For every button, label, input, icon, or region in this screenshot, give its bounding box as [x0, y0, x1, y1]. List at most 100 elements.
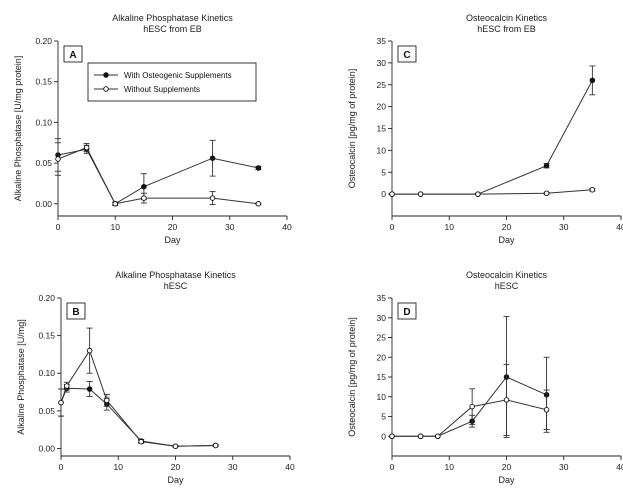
data-point: [63, 383, 70, 389]
panel-label: D: [403, 307, 410, 318]
x-tick-label: 0: [390, 222, 395, 232]
chart-title: Alkaline Phosphatase Kinetics: [115, 270, 236, 280]
y-tick-label: 0.00: [38, 443, 55, 453]
y-tick-label: 10: [377, 392, 387, 402]
legend-marker: [103, 86, 109, 92]
data-point: [104, 397, 110, 404]
series-line: [392, 399, 547, 437]
y-tick-label: 0: [381, 189, 386, 199]
data-point: [86, 347, 93, 354]
y-tick-label: 35: [377, 36, 387, 46]
data-point: [503, 397, 510, 403]
x-tick-label: 20: [168, 222, 178, 232]
data-point: [209, 195, 216, 201]
data-point: [389, 433, 395, 440]
panel-label-box: [397, 45, 417, 63]
x-axis-label: Day: [167, 475, 184, 485]
y-tick-label: 30: [377, 313, 387, 323]
data-point: [209, 155, 216, 161]
x-tick-label: 0: [56, 222, 61, 232]
data-point: [543, 162, 550, 169]
data-point: [589, 186, 596, 193]
data-point: [212, 442, 219, 449]
x-tick-label: 30: [225, 222, 235, 232]
data-point: [417, 433, 424, 440]
x-tick-label: 30: [559, 222, 569, 232]
x-tick-label: 30: [228, 462, 238, 472]
y-tick-label: 15: [377, 124, 387, 134]
y-axis-label: Alkaline Phosphatase [U/mg protein]: [13, 56, 23, 202]
y-tick-label: 5: [381, 412, 386, 422]
y-tick-label: 25: [377, 333, 387, 343]
series-with-supplements: [389, 316, 550, 440]
legend-box: [87, 62, 257, 102]
data-point: [543, 407, 550, 413]
x-axis-label: Day: [498, 235, 515, 245]
y-axis-label: Osteocalcin [pg/mg of protein]: [347, 317, 357, 437]
y-tick-label: 20: [377, 102, 387, 112]
y-tick-label: 0.20: [38, 293, 55, 303]
panel-label-box: [63, 45, 83, 63]
data-point: [435, 433, 441, 440]
series-line: [57, 148, 259, 205]
y-tick-label: 35: [377, 293, 387, 303]
y-tick-label: 20: [377, 352, 387, 362]
chart-title: Alkaline Phosphatase Kinetics: [112, 13, 233, 23]
series-without-supplements: [55, 142, 262, 207]
y-tick-label: 30: [377, 58, 387, 68]
legend: With Osteogenic Supplements Without Suppl…: [87, 62, 257, 102]
x-tick-label: 40: [282, 222, 292, 232]
chart-subtitle: hESC: [495, 281, 519, 291]
y-axis-label: Alkaline Phosphatase [U/mg]: [16, 319, 26, 435]
data-point: [255, 201, 262, 207]
chart-subtitle: hESC from EB: [477, 24, 536, 34]
panel-label: A: [69, 50, 76, 61]
data-point: [543, 190, 550, 196]
x-tick-label: 40: [616, 222, 623, 232]
y-tick-label: 25: [377, 80, 387, 90]
data-point: [475, 191, 481, 197]
panel-label-box: [66, 302, 86, 320]
y-tick-label: 0.05: [38, 406, 55, 416]
series-line: [392, 80, 593, 195]
series-line: [57, 146, 259, 205]
series-without-supplements: [389, 186, 596, 197]
x-tick-label: 30: [559, 462, 569, 472]
panel-label: B: [72, 307, 79, 318]
data-point: [417, 191, 424, 197]
data-point: [55, 156, 61, 162]
x-axis-label: Day: [498, 475, 515, 485]
chart-title: Osteocalcin Kinetics: [466, 13, 548, 23]
legend-entry: Without Supplements: [124, 85, 200, 94]
x-tick-label: 10: [445, 462, 455, 472]
data-point: [589, 77, 596, 84]
y-tick-label: 0.10: [35, 117, 52, 127]
y-tick-label: 15: [377, 372, 387, 382]
x-axis-label: Day: [164, 235, 181, 245]
y-tick-label: 5: [381, 167, 386, 177]
data-point: [255, 165, 262, 171]
y-tick-label: 0: [381, 431, 386, 441]
data-point: [86, 386, 93, 392]
y-tick-label: 0.20: [35, 36, 52, 46]
y-tick-label: 0.15: [38, 331, 55, 341]
x-tick-label: 0: [390, 462, 395, 472]
y-tick-label: 0.10: [38, 368, 55, 378]
series-without-supplements: [58, 327, 219, 449]
data-point: [389, 191, 395, 197]
series-without-supplements: [389, 363, 550, 440]
y-tick-label: 10: [377, 145, 387, 155]
y-tick-label: 0.05: [35, 158, 52, 168]
legend-entry: With Osteogenic Supplements: [124, 71, 232, 80]
data-point: [83, 144, 90, 151]
series-line: [60, 349, 216, 447]
data-point: [141, 195, 147, 201]
x-tick-label: 0: [59, 462, 64, 472]
chart-subtitle: hESC from EB: [143, 24, 202, 34]
x-tick-label: 10: [445, 222, 455, 232]
chart-subtitle: hESC: [164, 281, 188, 291]
data-point: [172, 443, 179, 449]
